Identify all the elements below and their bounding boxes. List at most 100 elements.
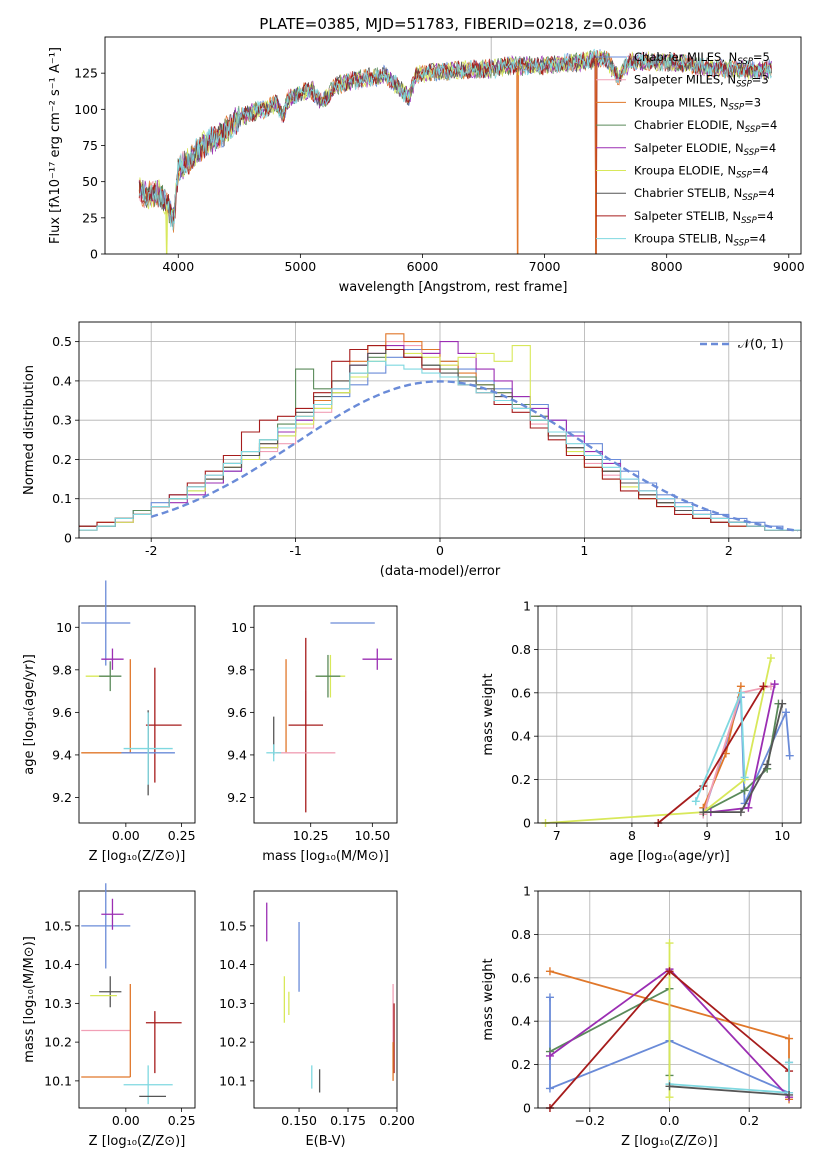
y-tick-label: 0.8 (511, 642, 531, 657)
y-tick-label: 9.8 (227, 662, 247, 677)
y-tick-label: 9.8 (52, 662, 72, 677)
x-tick-label: 0.200 (379, 1113, 415, 1128)
y-tick-label: 10.1 (44, 1073, 72, 1088)
normal-curve (150, 380, 799, 532)
y-tick-label: 1 (523, 884, 531, 899)
y-tick-label: 10 (56, 620, 72, 635)
legend-label: 𝒩(0, 1) (738, 336, 784, 351)
series-marker (740, 773, 749, 782)
x-tick-label: 6000 (407, 259, 439, 274)
y-axis-label: Normed distribution (22, 365, 37, 495)
y-tick-label: 0.1 (52, 491, 72, 506)
y-tick-label: 9.2 (227, 790, 247, 805)
legend-label-suffix: =4 (752, 164, 769, 178)
mass-weight-vs-metallicity-panel: −0.2 0.0 0.2 0 0.2 0.4 0.6 0.8 1 Z [log₁₀(Z/Z⊙)] m… (481, 884, 802, 1149)
x-tick-label: 2 (725, 543, 733, 558)
x-tick-label: 9000 (773, 259, 805, 274)
x-tick-label: 10.50 (354, 828, 390, 843)
mass-vs-ebv-panel: 0.150 0.175 0.200 10.1 10.2 10.3 10.4 10.5 E(B-V… (219, 890, 415, 1149)
axes-frame (78, 605, 196, 824)
x-tick-label: 10.25 (293, 828, 329, 843)
series-marker (785, 1090, 794, 1099)
series-marker (778, 699, 787, 708)
y-tick-label: 0.6 (511, 970, 531, 985)
chart-title: PLATE=0385, MJD=51783, FIBERID=0218, z=0… (259, 15, 646, 33)
series-marker (740, 786, 749, 795)
series-marker (785, 1058, 794, 1067)
legend-label-subscript: SSP (737, 57, 753, 67)
legend-label-text: Salpeter MILES, N (634, 73, 736, 87)
x-tick-label: 0.2 (739, 1113, 759, 1128)
series-marker (665, 1082, 674, 1091)
legend-label-subscript: SSP (729, 102, 745, 112)
y-tick-label: 10.1 (219, 1073, 247, 1088)
x-axis-label: E(B-V) (305, 1134, 345, 1149)
y-tick-label: 75 (82, 138, 98, 153)
x-axis-label: age [log₁₀(age/yr)] (609, 849, 730, 864)
x-tick-label: 0.150 (281, 1113, 317, 1128)
x-tick-label: 0.00 (112, 1113, 140, 1128)
legend-label-subscript: SSP (742, 193, 758, 203)
x-tick-label: 7000 (529, 259, 561, 274)
series-marker (744, 803, 753, 812)
series-marker (736, 808, 745, 817)
series-marker (545, 1051, 554, 1060)
legend-label-subscript: SSP (745, 125, 761, 135)
histogram-series (79, 360, 801, 531)
y-axis-label: mass [log₁₀(M/M⊙)] (22, 936, 37, 1063)
series-marker (665, 1093, 674, 1102)
legend-label-text: Kroupa ELODIE, N (634, 164, 736, 178)
x-tick-label: 8000 (651, 259, 683, 274)
y-tick-label: 25 (82, 210, 98, 225)
y-tick-label: 0.4 (52, 373, 72, 388)
legend-label-suffix: =4 (749, 232, 766, 246)
series-marker (781, 708, 790, 717)
x-axis-label: (data-model)/error (380, 564, 501, 579)
y-tick-label: 100 (74, 102, 98, 117)
y-axis-label: mass weight (481, 958, 496, 1040)
series-line (549, 987, 671, 1076)
x-axis-label: mass [log₁₀(M/M⊙)] (262, 849, 389, 864)
y-tick-label: 0.5 (52, 334, 72, 349)
y-tick-label: 10.5 (44, 918, 72, 933)
axes-frame (253, 605, 398, 824)
residual-histogram-panel: -2 -1 0 1 2 0 0.1 0.2 0.3 0.4 0.5 (data-model)/erro… (22, 321, 802, 579)
y-tick-label: 1 (523, 599, 531, 614)
y-tick-label: 9.6 (52, 705, 72, 720)
y-tick-label: 10.4 (219, 957, 247, 972)
legend-label: Chabrier MILES, NSSP=5 (634, 50, 770, 67)
y-tick-label: 10.3 (44, 996, 72, 1011)
legend-label: Kroupa ELODIE, NSSP=4 (634, 164, 769, 181)
series-marker (545, 967, 554, 976)
y-tick-label: 0 (523, 1101, 531, 1116)
x-axis-label: Z [log₁₀(Z/Z⊙)] (89, 1134, 186, 1149)
x-axis-label: Z [log₁₀(Z/Z⊙)] (621, 1134, 718, 1149)
legend-label-suffix: =4 (760, 118, 777, 132)
x-tick-label: 8 (628, 828, 636, 843)
legend-label-suffix: =5 (753, 50, 770, 64)
x-tick-label: 10 (774, 828, 790, 843)
legend-label-suffix: =3 (744, 95, 761, 109)
legend-label-text: Kroupa STELIB, N (634, 232, 734, 246)
x-tick-label: 1 (580, 543, 588, 558)
age-vs-mass-panel: 10.25 10.50 9.2 9.4 9.6 9.8 10 mass [log₁₀(M/M⊙… (227, 605, 398, 864)
axes-frame (78, 890, 196, 1109)
series-marker (545, 1084, 554, 1093)
legend-label: Kroupa STELIB, NSSP=4 (634, 232, 766, 249)
legend-label: Salpeter ELODIE, NSSP=4 (634, 141, 776, 158)
legend-label-text: Chabrier STELIB, N (634, 186, 742, 200)
y-tick-label: 0.2 (52, 452, 72, 467)
x-tick-label: 5000 (284, 259, 316, 274)
histogram-series (79, 345, 801, 531)
series-marker (736, 688, 745, 697)
y-tick-label: 9.4 (52, 747, 72, 762)
series-marker (665, 967, 674, 976)
y-axis-label: age [log₁₀(age/yr)] (22, 654, 37, 775)
spectrum-panel: 4000 5000 6000 7000 8000 9000 0 25 50 75 100 125 wav… (48, 15, 805, 295)
legend-label-subscript: SSP (736, 171, 752, 181)
y-tick-label: 9.2 (52, 790, 72, 805)
series-marker (545, 993, 554, 1002)
x-tick-label: 9 (703, 828, 711, 843)
series-marker (763, 760, 772, 769)
